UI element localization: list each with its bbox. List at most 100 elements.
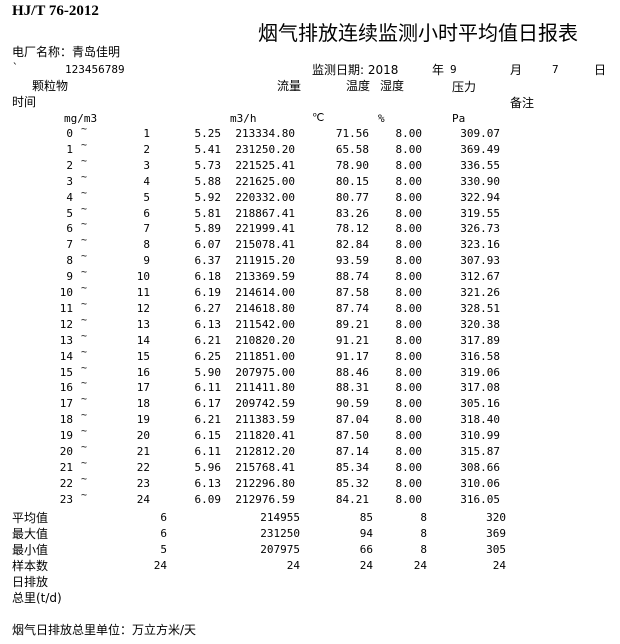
range-tilde: ~ xyxy=(81,362,88,374)
temp-value: 80.15 xyxy=(335,174,369,188)
pressure-value: 326.73 xyxy=(460,222,500,236)
hour-end: 11 xyxy=(136,286,150,299)
pressure-value: 319.55 xyxy=(460,206,500,220)
range-tilde: ~ xyxy=(81,124,88,135)
hour-start: 8 xyxy=(66,254,73,268)
temp-value: 87.04 xyxy=(335,413,369,427)
humidity-value: 8.00 xyxy=(395,460,423,474)
flow-value: 221625.00 xyxy=(235,174,295,188)
hour-end: 1 xyxy=(143,127,150,140)
hour-end: 22 xyxy=(136,460,150,474)
pm-value: 5.73 xyxy=(194,158,222,172)
humidity-value: 8.00 xyxy=(395,190,423,204)
backtick-mark: ` xyxy=(12,61,19,74)
summary-temp-value: 66 xyxy=(359,543,373,556)
summary-label: 日排放 xyxy=(12,575,49,589)
pressure-value: 310.99 xyxy=(460,429,500,443)
hour-start: 14 xyxy=(59,349,73,363)
flow-value: 210820.20 xyxy=(235,333,295,347)
pressure-value: 330.90 xyxy=(460,174,500,188)
month-value: 9 xyxy=(450,63,457,76)
summary-flow-value: 231250 xyxy=(260,527,300,540)
temp-value: 89.21 xyxy=(335,317,369,331)
humidity-value: 8.00 xyxy=(395,397,423,411)
header-time: 时间 xyxy=(12,95,37,109)
hour-start: 10 xyxy=(59,286,73,299)
flow-value: 212296.80 xyxy=(235,476,295,490)
hour-start: 3 xyxy=(66,174,73,188)
pressure-value: 323.16 xyxy=(460,238,500,252)
temp-value: 84.21 xyxy=(335,492,369,506)
pm-value: 6.19 xyxy=(194,286,222,299)
hour-end: 10 xyxy=(136,270,150,284)
hour-end: 23 xyxy=(136,476,150,490)
pressure-value: 321.26 xyxy=(460,286,500,299)
unit-pm: mg/m3 xyxy=(64,112,98,125)
temp-value: 78.90 xyxy=(335,158,369,172)
pm-value: 6.17 xyxy=(194,397,222,411)
temp-value: 87.74 xyxy=(335,301,369,315)
pressure-value: 319.06 xyxy=(460,365,500,379)
unit-pressure: Pa xyxy=(452,112,466,125)
hour-start: 5 xyxy=(66,206,73,220)
range-tilde: ~ xyxy=(81,378,88,390)
humidity-value: 8.00 xyxy=(395,127,423,140)
hour-start: 13 xyxy=(59,333,73,347)
humidity-value: 8.00 xyxy=(395,270,423,284)
hour-start: 1 xyxy=(66,142,73,156)
month-label: 月 xyxy=(510,63,523,77)
temp-value: 85.34 xyxy=(335,460,369,474)
pm-value: 6.25 xyxy=(194,349,222,363)
hour-end: 19 xyxy=(136,413,150,427)
summary-flow-value: 24 xyxy=(286,559,300,572)
humidity-value: 8.00 xyxy=(395,301,423,315)
temp-value: 65.58 xyxy=(335,142,369,156)
flow-value: 214618.80 xyxy=(235,301,295,315)
pressure-value: 309.07 xyxy=(460,127,500,140)
flow-value: 221525.41 xyxy=(235,158,295,172)
hour-start: 6 xyxy=(66,222,73,236)
pm-value: 6.11 xyxy=(194,381,222,395)
pm-value: 6.15 xyxy=(194,429,222,443)
range-tilde: ~ xyxy=(81,473,88,485)
hour-end: 4 xyxy=(143,174,150,188)
hour-start: 12 xyxy=(59,317,73,331)
range-tilde: ~ xyxy=(81,442,88,453)
humidity-value: 8.00 xyxy=(395,333,423,347)
hour-start: 9 xyxy=(66,270,73,284)
summary-pressure-value: 24 xyxy=(492,559,506,572)
hour-start: 19 xyxy=(59,429,73,443)
hour-end: 12 xyxy=(136,301,150,315)
temp-value: 91.17 xyxy=(335,349,369,363)
report-title: 烟气排放连续监测小时平均值日报表 xyxy=(258,21,578,45)
header-humidity: 湿度 xyxy=(380,79,405,93)
flow-value: 212812.20 xyxy=(235,445,295,458)
standard-code: HJ/T 76-2012 xyxy=(12,3,99,19)
hour-end: 13 xyxy=(136,317,150,331)
pm-value: 5.41 xyxy=(194,142,222,156)
range-tilde: ~ xyxy=(81,219,88,231)
hour-end: 7 xyxy=(143,222,150,236)
hour-end: 6 xyxy=(143,206,150,220)
pm-value: 6.27 xyxy=(194,301,222,315)
pressure-value: 317.89 xyxy=(460,333,500,347)
pm-value: 5.90 xyxy=(194,365,222,379)
humidity-value: 8.00 xyxy=(395,365,423,379)
humidity-value: 8.00 xyxy=(395,174,423,188)
date-label: 监测日期: 2018 xyxy=(312,63,399,77)
range-tilde: ~ xyxy=(81,267,88,279)
humidity-value: 8.00 xyxy=(395,317,423,331)
summary-pm-value: 6 xyxy=(160,527,167,540)
flow-value: 221999.41 xyxy=(235,222,295,236)
humidity-value: 8.00 xyxy=(395,413,423,427)
unit-humidity: % xyxy=(378,112,385,125)
temp-value: 85.32 xyxy=(335,476,369,490)
range-tilde: ~ xyxy=(81,139,88,151)
summary-humidity-value: 8 xyxy=(420,511,427,524)
unit-flow: m3/h xyxy=(230,112,257,125)
summary-humidity-value: 8 xyxy=(420,527,427,540)
flow-value: 211383.59 xyxy=(235,413,295,427)
hour-end: 15 xyxy=(136,349,150,363)
flow-value: 209742.59 xyxy=(235,397,295,411)
